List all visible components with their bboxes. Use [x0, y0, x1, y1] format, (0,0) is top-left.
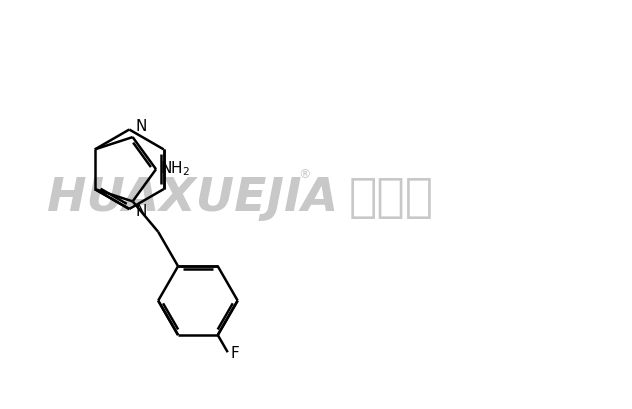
Text: ®: ®: [298, 167, 310, 180]
Text: HUAXUEJIA: HUAXUEJIA: [47, 175, 339, 220]
Text: 化学加: 化学加: [349, 175, 434, 220]
Text: NH$_2$: NH$_2$: [160, 159, 190, 177]
Text: N: N: [135, 204, 147, 219]
Text: F: F: [230, 345, 239, 360]
Text: N: N: [135, 119, 147, 134]
